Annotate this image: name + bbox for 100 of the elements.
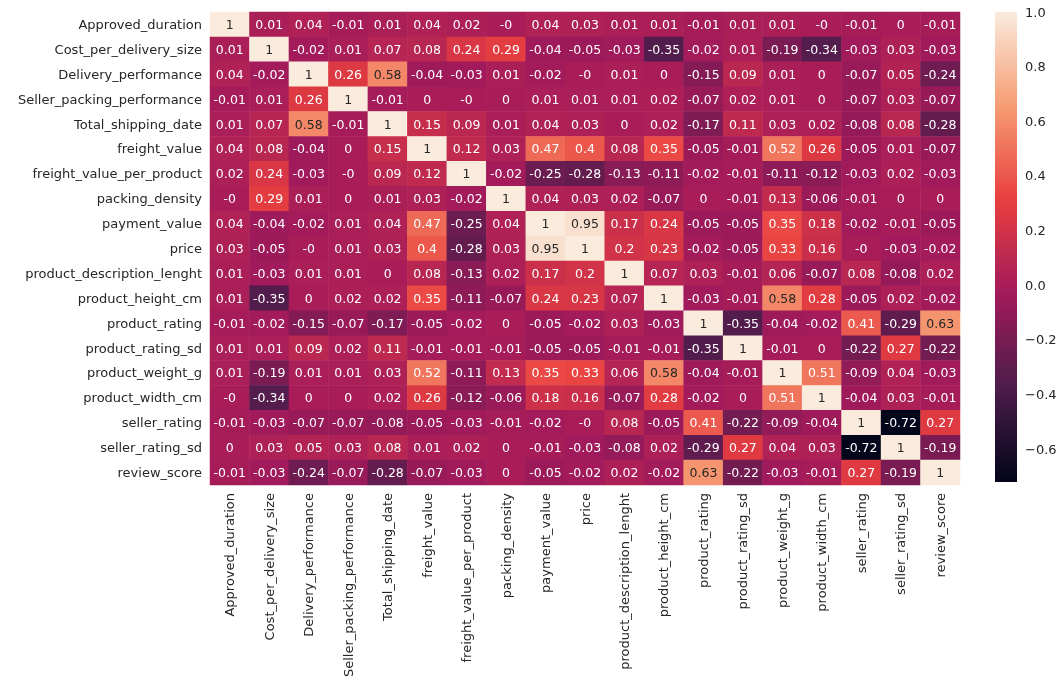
data-label: -0.03 xyxy=(687,290,720,306)
x-tick-label: product_rating xyxy=(695,493,711,589)
data-label: -0.01 xyxy=(726,166,760,182)
data-label: -0.07 xyxy=(924,91,957,107)
data-label: 0.01 xyxy=(768,91,797,107)
data-label: 0.52 xyxy=(768,141,797,157)
data-label: -0.28 xyxy=(924,116,957,132)
color-bar-label: 0.8 xyxy=(1025,59,1046,75)
data-label: 0.02 xyxy=(452,16,481,32)
data-label: -0.07 xyxy=(608,390,641,406)
data-label: 0.01 xyxy=(294,265,323,281)
data-label: -0.01 xyxy=(410,340,444,356)
data-label: 0.01 xyxy=(334,365,363,381)
data-label: 0.2 xyxy=(614,241,635,256)
data-label: 0.06 xyxy=(610,365,639,381)
data-label: -0.03 xyxy=(608,41,641,57)
data-label: 0.01 xyxy=(531,91,560,107)
data-label: 0.13 xyxy=(492,365,520,381)
y-tick-label: Total_shipping_date xyxy=(73,116,202,132)
data-label: 0.18 xyxy=(531,390,560,406)
y-tick-label: seller_rating xyxy=(121,415,202,431)
data-label: 0.29 xyxy=(255,191,284,207)
data-label: -0.02 xyxy=(450,191,483,207)
data-label: 0 xyxy=(423,91,432,107)
data-label: -0.07 xyxy=(292,415,325,431)
data-label: -0.08 xyxy=(371,415,404,431)
data-label: -0.12 xyxy=(450,390,483,406)
x-tick-label: Total_shipping_date xyxy=(380,493,396,622)
data-label: 0.07 xyxy=(650,265,678,281)
data-label: -0.03 xyxy=(253,415,286,431)
data-label: -0 xyxy=(499,16,513,32)
data-label: 0.02 xyxy=(650,116,678,132)
data-label: 0.12 xyxy=(413,166,442,182)
data-label: 0.04 xyxy=(294,16,323,32)
data-label: 0.01 xyxy=(650,16,678,32)
y-tick-label: freight_value xyxy=(117,141,202,157)
data-label: 0.15 xyxy=(373,141,402,157)
data-label: 1 xyxy=(699,315,708,331)
data-label: 0 xyxy=(699,191,708,207)
data-label: 0.04 xyxy=(215,216,244,232)
x-tick-label: product_rating_sd xyxy=(735,493,751,610)
data-label: 0.05 xyxy=(294,440,323,456)
data-label: 0.02 xyxy=(650,440,678,456)
data-label: -0.02 xyxy=(529,66,562,82)
data-label: -0.25 xyxy=(450,216,483,232)
data-label: -0.04 xyxy=(253,216,286,232)
data-label: -0.22 xyxy=(845,340,878,356)
x-tick-label: price xyxy=(577,493,593,526)
data-label: 0.27 xyxy=(847,465,876,481)
data-label: 0.23 xyxy=(571,290,599,306)
data-label: -0.11 xyxy=(766,166,799,182)
data-label: 1 xyxy=(383,116,392,132)
data-label: 0.03 xyxy=(571,116,599,132)
data-label: -0.01 xyxy=(924,16,957,32)
y-tick-label: product_rating xyxy=(106,315,202,331)
data-label: 0 xyxy=(659,66,668,82)
data-label: 0.35 xyxy=(650,141,678,157)
data-label: -0.01 xyxy=(331,116,365,132)
data-label: -0.05 xyxy=(647,415,681,431)
data-label: -0.19 xyxy=(253,365,286,381)
data-label: -0.01 xyxy=(726,365,760,381)
data-label: 0.03 xyxy=(373,241,402,256)
data-label: -0.03 xyxy=(450,465,483,481)
data-label: 0.04 xyxy=(531,16,560,32)
data-label: 0.03 xyxy=(255,440,284,456)
data-label: 0.27 xyxy=(926,415,955,431)
data-label: -0.05 xyxy=(410,415,444,431)
data-label: -0.08 xyxy=(608,440,641,456)
data-label: 0.03 xyxy=(610,315,639,331)
data-label: 0.01 xyxy=(294,191,323,207)
data-label: 1 xyxy=(541,216,550,232)
data-label: -0.34 xyxy=(253,390,286,406)
data-label: -0 xyxy=(578,66,592,82)
data-label: -0.02 xyxy=(568,315,602,331)
data-label: -0.01 xyxy=(450,340,483,356)
data-label: 0.01 xyxy=(215,41,244,57)
data-label: -0.02 xyxy=(924,241,957,256)
data-label: -0.07 xyxy=(647,191,681,207)
data-label: 0.24 xyxy=(531,290,560,306)
data-label: 0.01 xyxy=(334,241,363,256)
data-label: 0.35 xyxy=(413,290,442,306)
data-label: 0.03 xyxy=(689,265,718,281)
data-label: -0 xyxy=(223,390,237,406)
data-label: -0.05 xyxy=(529,465,562,481)
data-label: 0.05 xyxy=(886,66,915,82)
data-label: 0.09 xyxy=(452,116,481,132)
data-label: 0 xyxy=(620,116,629,132)
data-label: -0.03 xyxy=(253,465,286,481)
data-label: 0 xyxy=(344,390,353,406)
data-label: -0.01 xyxy=(726,290,760,306)
data-label: -0.01 xyxy=(608,340,641,356)
data-label: 0.01 xyxy=(413,440,442,456)
data-label: 0.03 xyxy=(768,116,797,132)
data-label: 0.24 xyxy=(452,41,481,57)
data-label: -0.25 xyxy=(529,166,562,182)
data-label: 0.02 xyxy=(886,290,915,306)
data-label: -0.35 xyxy=(647,41,681,57)
x-tick-label: payment_value xyxy=(538,493,554,593)
data-label: 1 xyxy=(225,16,234,32)
data-label: 0.07 xyxy=(373,41,402,57)
